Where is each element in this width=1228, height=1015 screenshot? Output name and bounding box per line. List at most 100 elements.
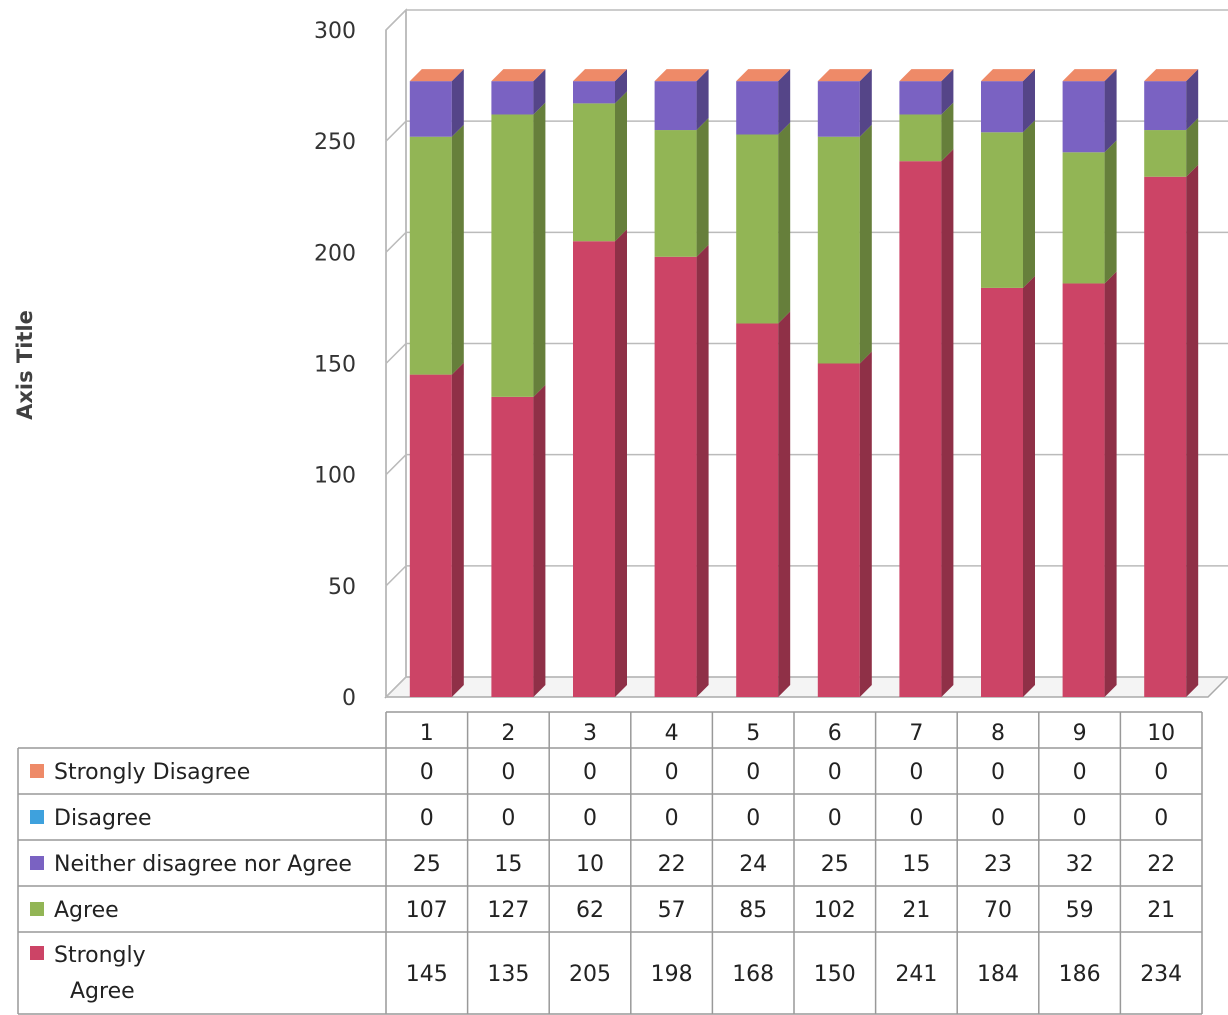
data-cell: 0 — [828, 760, 842, 785]
data-cell: 0 — [1154, 806, 1168, 831]
data-cell: 0 — [991, 806, 1005, 831]
data-cell: 62 — [576, 898, 604, 923]
bar-side — [696, 118, 709, 257]
data-cell: 0 — [420, 806, 434, 831]
y-tick-label: 0 — [342, 686, 356, 711]
data-cell: 25 — [821, 852, 849, 877]
data-cell: 0 — [665, 806, 679, 831]
bar-segment — [1144, 81, 1187, 131]
bar-segment — [736, 323, 779, 697]
bar-segment — [899, 114, 942, 162]
data-cell: 0 — [583, 806, 597, 831]
data-cell: 85 — [739, 898, 767, 923]
data-cell: 107 — [406, 898, 448, 923]
y-axis-title: Axis Title — [13, 310, 37, 420]
bar-segment — [409, 374, 452, 697]
series-label: Neither disagree nor Agree — [54, 852, 352, 877]
category-label: 4 — [665, 721, 679, 746]
bar-segment — [491, 396, 534, 697]
bar-top — [817, 69, 872, 82]
data-cell: 24 — [739, 852, 767, 877]
bar-side — [778, 122, 791, 324]
data-cell: 32 — [1066, 852, 1094, 877]
series-label: Agree — [70, 979, 135, 1004]
bar-side — [859, 69, 872, 137]
bar-side — [533, 102, 546, 397]
bar-side — [615, 69, 627, 104]
bar-side — [615, 91, 627, 242]
bar-side — [451, 362, 464, 697]
gridline — [385, 453, 1228, 476]
data-cell: 22 — [658, 852, 686, 877]
y-axis-ticks: 0 50 100 150 200 250 300 — [314, 19, 356, 711]
bar-segment — [573, 81, 615, 104]
gridline — [385, 342, 1228, 365]
bar-segment — [817, 136, 860, 364]
data-cell: 0 — [746, 760, 760, 785]
data-cell: 15 — [902, 852, 930, 877]
bar-segment — [491, 81, 534, 115]
bar-side — [1186, 69, 1199, 131]
bar-top — [654, 69, 709, 82]
bar-segment — [981, 132, 1023, 288]
y-tick-label: 250 — [314, 130, 356, 155]
data-cell: 0 — [828, 806, 842, 831]
legend-swatch — [30, 810, 44, 824]
data-cell: 186 — [1059, 962, 1101, 987]
bar-segment — [736, 134, 779, 324]
bar-segment — [654, 256, 697, 697]
data-cell: 0 — [665, 760, 679, 785]
series-label: Strongly Disagree — [54, 760, 250, 785]
bar-top — [1144, 69, 1199, 82]
legend-swatch — [30, 902, 44, 916]
bar-segment — [654, 130, 697, 257]
bar-side — [1186, 164, 1199, 698]
bar-side — [615, 229, 627, 697]
bar-segment — [899, 161, 942, 698]
bar-segment — [573, 241, 615, 697]
bar-side — [1104, 140, 1117, 284]
category-label: 8 — [991, 721, 1005, 746]
data-cell: 184 — [977, 962, 1019, 987]
y-tick-label: 150 — [314, 353, 356, 378]
data-cell: 0 — [1073, 806, 1087, 831]
gridline — [385, 676, 1228, 698]
category-label: 6 — [828, 721, 842, 746]
data-cell: 135 — [487, 962, 529, 987]
bar-top — [409, 69, 464, 82]
data-cell: 0 — [583, 760, 597, 785]
bar-segment — [817, 363, 860, 697]
bar-segment — [491, 114, 534, 397]
bar-top — [1062, 69, 1117, 82]
data-cell: 0 — [909, 760, 923, 785]
bar-top — [981, 69, 1035, 82]
bar-segment — [981, 81, 1023, 133]
bar-segment — [1144, 176, 1187, 698]
series-label: Disagree — [54, 806, 152, 831]
bar-side — [859, 124, 872, 364]
data-cell: 198 — [651, 962, 693, 987]
data-cell: 0 — [991, 760, 1005, 785]
gridline — [385, 565, 1228, 587]
bar-side — [1023, 275, 1035, 697]
gridline — [385, 231, 1228, 253]
data-cell: 0 — [1073, 760, 1087, 785]
bar-segment — [1062, 283, 1105, 697]
bar-segment — [1062, 81, 1105, 153]
gridlines — [385, 9, 1228, 698]
bar-segment — [1062, 152, 1105, 284]
category-label: 1 — [420, 721, 434, 746]
data-cell: 0 — [909, 806, 923, 831]
data-cell: 0 — [1154, 760, 1168, 785]
y-tick-label: 200 — [314, 241, 356, 266]
category-label: 10 — [1147, 721, 1175, 746]
bar-top — [736, 69, 791, 82]
y-tick-label: 300 — [314, 19, 356, 44]
category-label: 3 — [583, 721, 597, 746]
data-cell: 25 — [413, 852, 441, 877]
bar-segment — [736, 81, 779, 135]
bar-segment — [899, 81, 942, 115]
bar-side — [1186, 118, 1199, 177]
bar-segment — [981, 287, 1023, 697]
